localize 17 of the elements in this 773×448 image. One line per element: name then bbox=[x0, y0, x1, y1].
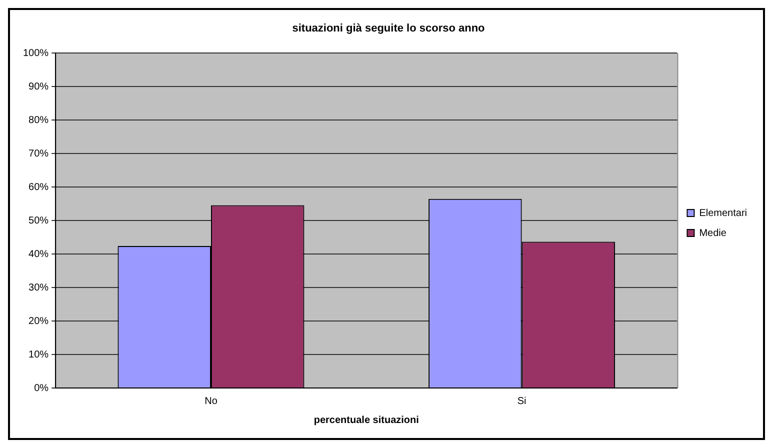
y-tick-label: 70% bbox=[28, 148, 49, 160]
y-tick-label: 10% bbox=[28, 349, 49, 360]
y-tick-label: 30% bbox=[28, 282, 49, 294]
y-tick-label: 40% bbox=[28, 248, 49, 260]
x-axis-title: percentuale situazioni bbox=[314, 414, 420, 426]
chart-title: situazioni già seguite lo scorso anno bbox=[292, 22, 486, 35]
x-tick-label: No bbox=[204, 396, 218, 407]
x-tick-label: Si bbox=[517, 396, 526, 407]
y-tick-label: 60% bbox=[28, 182, 49, 193]
y-tick-label: 50% bbox=[28, 215, 49, 226]
y-tick-label: 20% bbox=[28, 316, 49, 327]
y-tick-label: 100% bbox=[23, 48, 49, 59]
y-tick-label: 0% bbox=[34, 382, 49, 394]
legend-label: Elementari bbox=[699, 208, 748, 219]
y-tick-label: 80% bbox=[28, 114, 49, 126]
legend-label: Medie bbox=[699, 228, 727, 239]
y-tick-label: 90% bbox=[28, 81, 49, 92]
